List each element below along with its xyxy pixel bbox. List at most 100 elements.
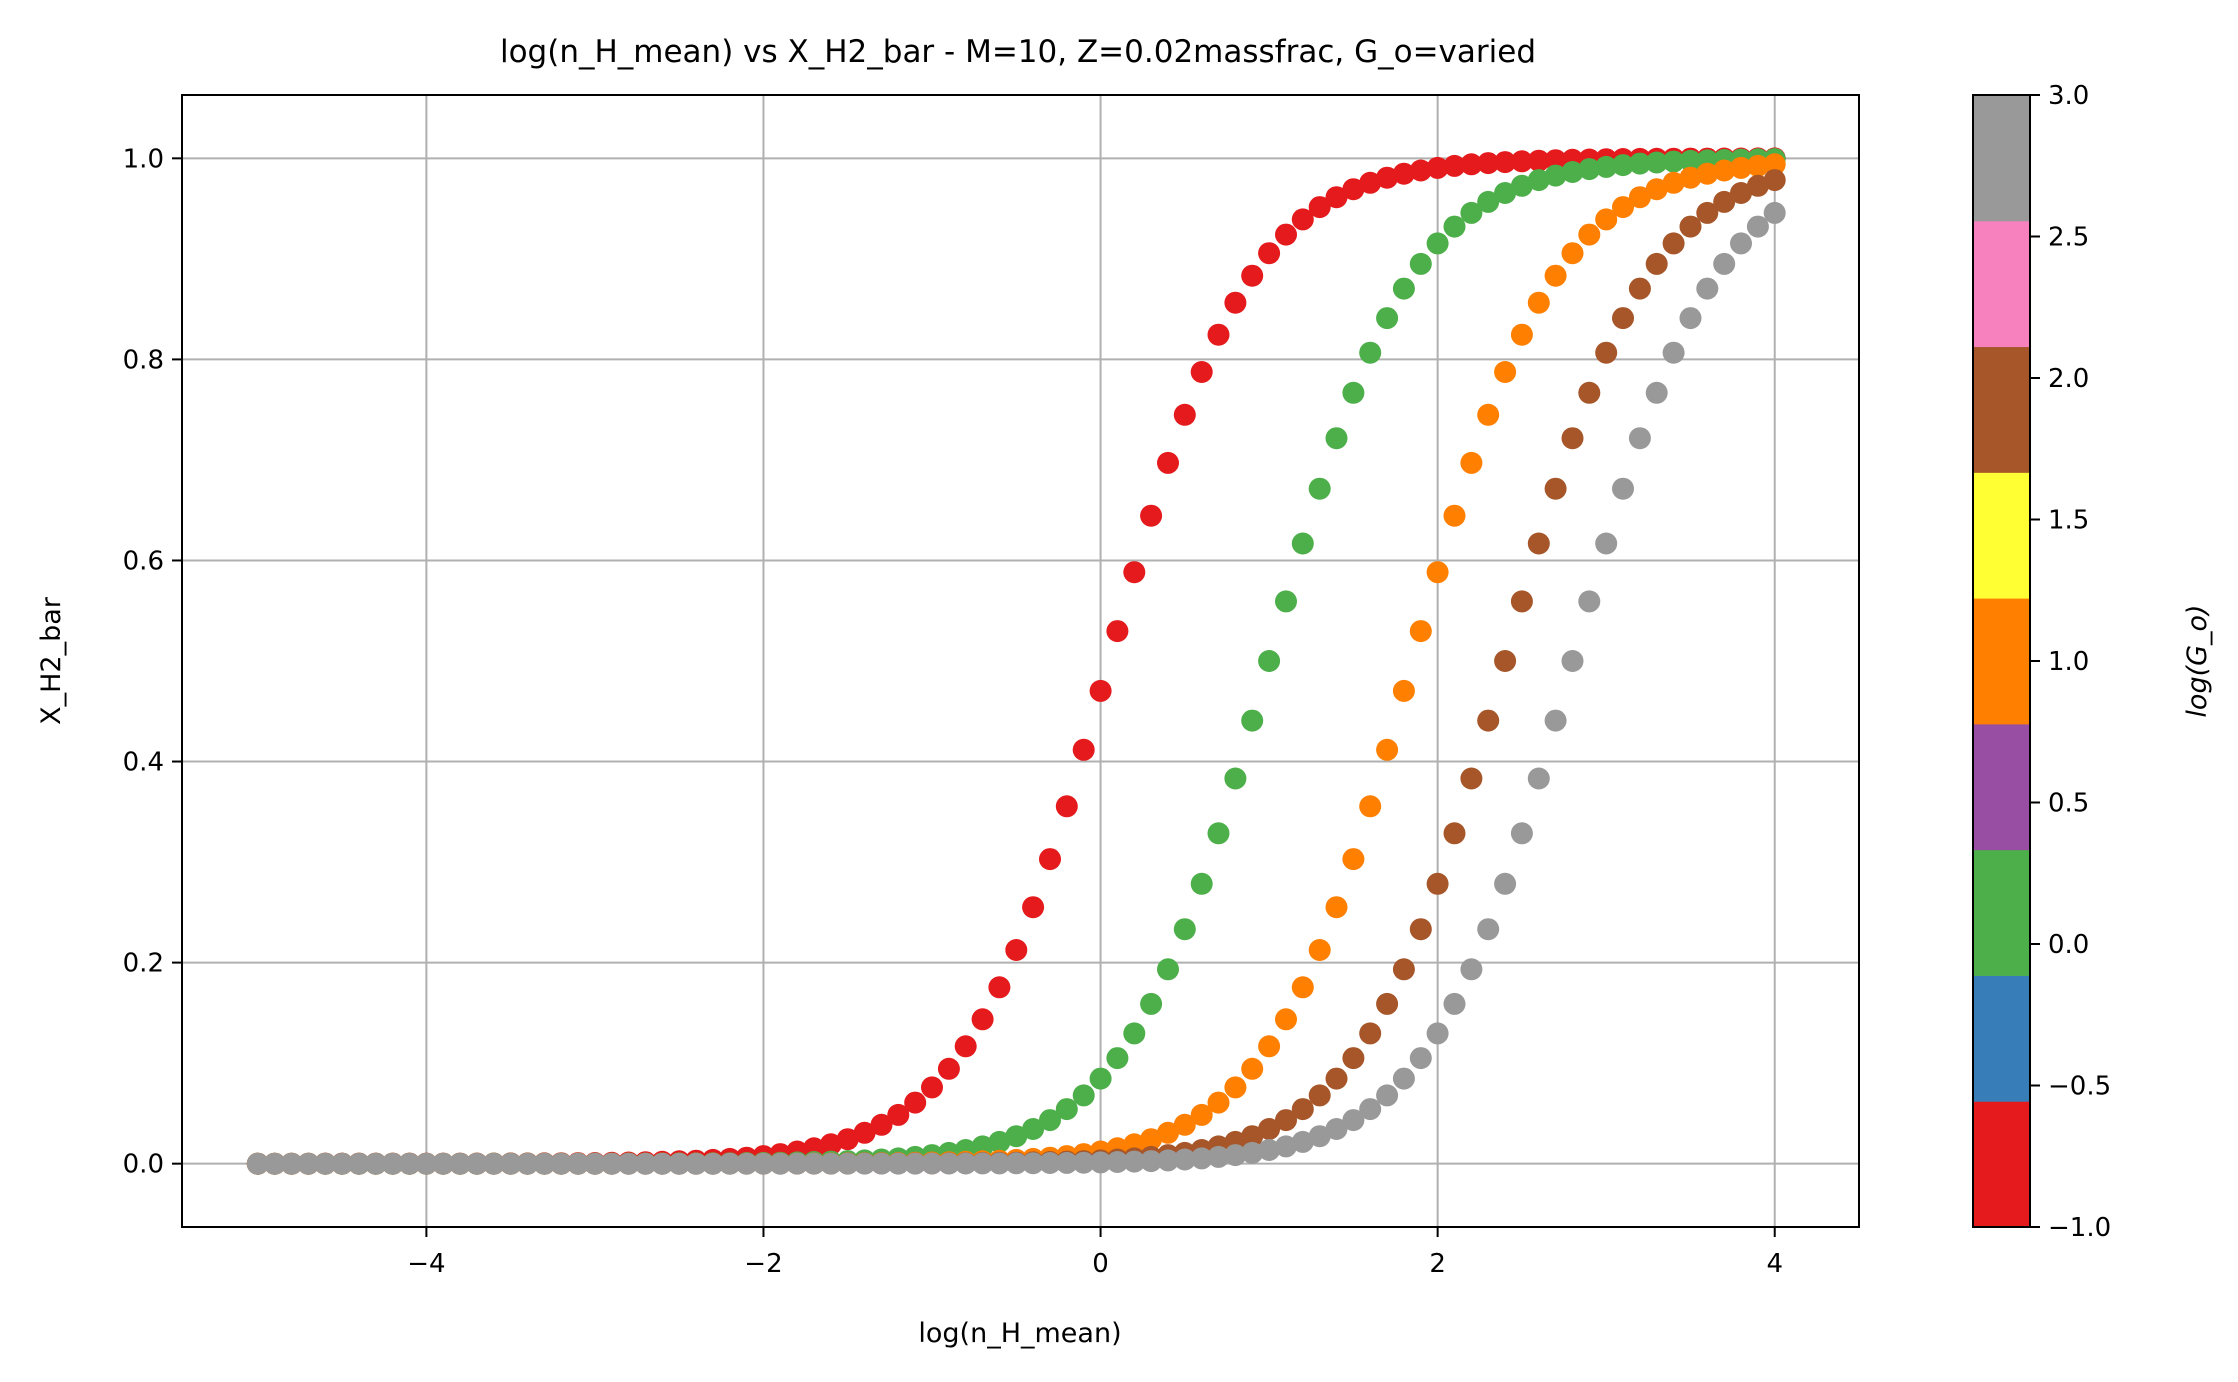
data-point: [988, 1130, 1011, 1153]
colorbar-tick-label: 0.5: [2048, 789, 2089, 819]
data-point: [1022, 1118, 1045, 1140]
data-point: [1696, 277, 1719, 300]
data-point: [1325, 427, 1348, 450]
data-point: [1713, 190, 1736, 213]
data-point: [921, 1076, 943, 1099]
data-point: [1443, 154, 1466, 177]
chart-title: log(n_H_mean) vs X_H2_bar - M=10, Z=0.02…: [500, 34, 1536, 70]
data-point: [1477, 709, 1500, 732]
data-point: [1662, 171, 1685, 194]
data-point: [1022, 1152, 1045, 1175]
data-point: [1190, 1147, 1213, 1170]
data-point: [937, 1152, 960, 1175]
data-point: [1713, 159, 1736, 182]
data-point: [1055, 795, 1078, 818]
data-point: [1392, 679, 1415, 702]
data-point: [1039, 848, 1061, 871]
data-point: [1392, 958, 1415, 981]
data-point: [1157, 958, 1179, 981]
data-point: [415, 1152, 438, 1175]
data-point: [1308, 939, 1331, 961]
data-point: [516, 1152, 539, 1175]
data-point: [1258, 650, 1281, 672]
colorbar-segment: [1973, 598, 2030, 725]
y-tick-label: 0.4: [123, 748, 164, 778]
data-point: [1730, 182, 1752, 204]
data-point: [1645, 381, 1668, 404]
data-point: [1409, 1047, 1432, 1070]
data-point: [1207, 323, 1230, 346]
data-point: [499, 1152, 522, 1175]
data-point: [819, 1133, 842, 1156]
data-point: [1173, 918, 1196, 941]
data-point: [1241, 1141, 1264, 1164]
data-point: [1713, 252, 1736, 275]
data-point: [1359, 795, 1382, 818]
data-point: [1275, 590, 1297, 613]
data-point: [1005, 1152, 1028, 1175]
colorbar: −1.0 −0.5 0.0 0.5 1.0 1.5 2.0 2.5 3.0: [1972, 81, 2111, 1243]
data-point: [1207, 1091, 1230, 1114]
data-point: [954, 1035, 977, 1058]
data-point: [1376, 992, 1399, 1015]
data-point: [432, 1152, 455, 1175]
data-point: [1258, 1035, 1281, 1058]
y-axis: 0.0 0.2 0.4 0.6 0.8 1.0: [123, 144, 182, 1180]
x-tick-label: 0: [1092, 1249, 1109, 1279]
data-point: [1662, 341, 1685, 364]
y-tick-label: 0.8: [123, 345, 164, 375]
data-point: [1325, 1067, 1348, 1090]
colorbar-tick-label: 2.0: [2048, 364, 2089, 394]
data-point: [887, 1152, 910, 1175]
data-point: [1510, 590, 1533, 613]
data-point: [1426, 561, 1449, 584]
data-point: [1426, 1022, 1449, 1045]
data-point: [1308, 1084, 1331, 1107]
data-point: [1190, 872, 1213, 895]
data-point: [853, 1121, 876, 1144]
data-point: [1409, 918, 1432, 941]
data-point: [1527, 169, 1550, 192]
data-point: [1275, 1109, 1297, 1132]
data-point: [1072, 1151, 1095, 1174]
data-point: [1578, 590, 1601, 613]
data-point: [1578, 158, 1601, 181]
data-point: [567, 1152, 590, 1175]
colorbar-tick-label: −1.0: [2048, 1213, 2111, 1243]
data-point: [1291, 1098, 1314, 1121]
data-point: [1510, 174, 1533, 197]
x-tick-label: −4: [407, 1249, 445, 1279]
data-point: [1106, 1151, 1129, 1173]
data-point: [904, 1152, 927, 1175]
colorbar-segment: [1973, 723, 2030, 851]
colorbar-segment: [1973, 1101, 2030, 1228]
data-point: [1157, 1149, 1179, 1172]
data-point: [449, 1152, 472, 1175]
data-point: [1494, 151, 1517, 174]
data-point: [921, 1152, 943, 1175]
data-point: [1527, 291, 1550, 314]
data-point: [1527, 767, 1550, 790]
data-point: [1696, 162, 1719, 185]
y-tick-label: 0.2: [123, 949, 164, 979]
y-tick-label: 0.6: [123, 546, 164, 576]
data-point: [1173, 403, 1196, 426]
data-point: [1342, 178, 1365, 201]
data-point: [971, 1008, 994, 1031]
data-point: [1241, 1125, 1264, 1148]
data-point: [1392, 1067, 1415, 1090]
data-point: [1460, 153, 1483, 176]
data-point: [1595, 532, 1618, 555]
data-point: [246, 1152, 269, 1175]
data-point: [1106, 620, 1129, 643]
data-point: [1443, 504, 1466, 527]
colorbar-segment: [1973, 220, 2030, 348]
data-point: [1359, 341, 1382, 364]
data-point: [1510, 323, 1533, 346]
data-point: [297, 1152, 320, 1175]
data-point: [1123, 1022, 1146, 1045]
data-point: [1763, 169, 1786, 192]
data-point: [1005, 939, 1028, 961]
data-point: [1679, 166, 1702, 189]
data-point: [1258, 242, 1281, 265]
